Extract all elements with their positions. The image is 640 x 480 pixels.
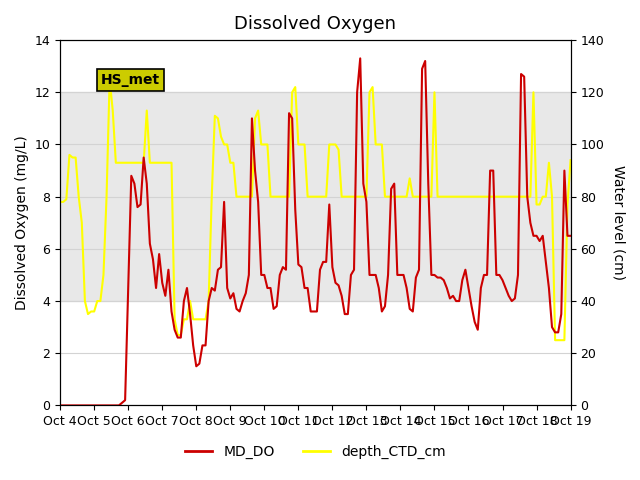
Title: Dissolved Oxygen: Dissolved Oxygen [234, 15, 396, 33]
Bar [60, 92, 571, 301]
Text: HS_met: HS_met [101, 73, 160, 87]
Y-axis label: Water level (cm): Water level (cm) [611, 165, 625, 280]
Legend: MD_DO, depth_CTD_cm: MD_DO, depth_CTD_cm [179, 439, 452, 464]
Y-axis label: Dissolved Oxygen (mg/L): Dissolved Oxygen (mg/L) [15, 135, 29, 310]
